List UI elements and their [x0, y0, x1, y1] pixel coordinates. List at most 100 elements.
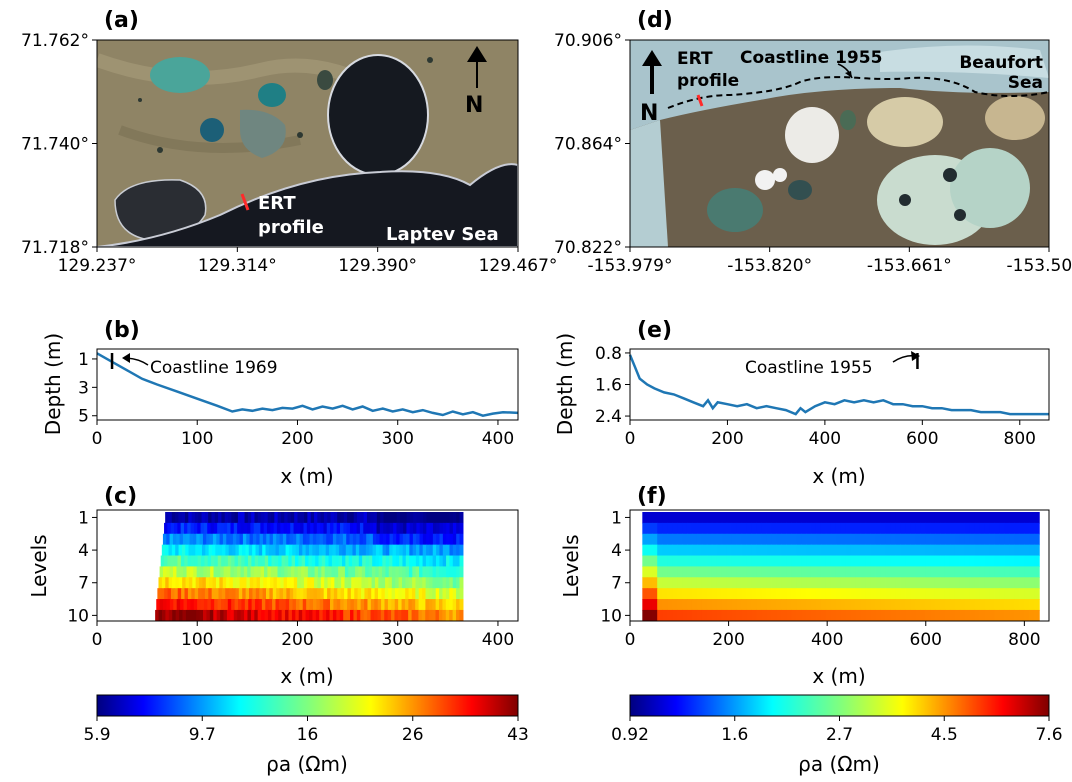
panel-f-cell	[736, 555, 743, 568]
panel-c-cell	[428, 599, 433, 611]
panel-c-cell	[227, 522, 232, 535]
panel-c-cell	[400, 512, 404, 524]
panel-c-cell	[419, 522, 424, 535]
panel-c-cell	[315, 555, 320, 568]
panel-c-cell	[383, 512, 388, 524]
panel-c-cell	[310, 588, 315, 600]
panel-c-cell	[224, 512, 229, 524]
panel-f-cell	[835, 512, 842, 524]
panel-f-cell	[801, 566, 807, 578]
panel-f-cell	[796, 577, 802, 589]
panel-f-cell	[696, 588, 703, 600]
panel-c-cell	[340, 512, 345, 524]
panel-c-cell	[426, 522, 431, 535]
panel-f-cell	[939, 544, 946, 557]
panel-c-cell	[166, 566, 171, 578]
panel-f-cell	[691, 577, 698, 589]
panel-f-cell	[776, 555, 782, 568]
panel-c-cell	[168, 577, 173, 589]
panel-f-cell	[721, 544, 728, 557]
panel-f-cell	[815, 566, 822, 578]
panel-f-cell	[701, 522, 708, 535]
panel-c-cell	[190, 522, 195, 535]
panel-c-cell	[449, 566, 454, 578]
panel-c-cell	[264, 512, 269, 524]
panel-f-cell	[796, 609, 802, 622]
panel-c-cell	[326, 533, 331, 546]
panel-c-cell	[257, 609, 262, 622]
panel-f-cell	[895, 599, 901, 611]
panel-c-cell	[225, 544, 230, 557]
panel-f-cell	[657, 512, 663, 524]
panel-f-cell	[920, 544, 926, 557]
panel-f-cell	[845, 577, 852, 589]
panel-f-cell	[706, 609, 713, 622]
panel-f-cell	[741, 599, 748, 611]
panel-c-cell	[358, 566, 363, 578]
panel-f-cell	[964, 555, 971, 568]
panel-c-cell	[155, 609, 160, 622]
panel-f-cell	[716, 609, 723, 622]
panel-c-cell	[320, 522, 325, 535]
panel-c-cell	[253, 522, 258, 535]
panel-f-cell	[701, 599, 708, 611]
panel-f-cell	[686, 599, 693, 611]
panel-c-cell	[323, 522, 328, 535]
panel-c-cell	[452, 544, 457, 557]
panel-c-cell	[302, 533, 307, 546]
panel-c-cell	[439, 577, 444, 589]
panel-c-cell	[333, 588, 338, 600]
panel-c-cell	[362, 555, 367, 568]
panel-c-cell	[164, 555, 169, 568]
panel-c-cell	[212, 577, 217, 589]
panel-c-cell	[352, 544, 357, 557]
panel-c-cell	[393, 522, 398, 535]
panel-c-cell	[168, 609, 173, 622]
panel-c-cell	[242, 588, 247, 600]
panel-c-cell	[259, 588, 264, 600]
panel-f-ylabel: Levels	[559, 534, 583, 597]
panel-c-cell	[171, 544, 176, 557]
panel-c-cell	[439, 533, 444, 546]
panel-c-cell	[392, 555, 397, 568]
panel-f-cell	[900, 522, 906, 535]
panel-c-cell	[403, 512, 408, 524]
panel-f-cell	[786, 599, 792, 611]
panel-f-cell	[647, 599, 653, 611]
panel-c-cell	[419, 512, 424, 524]
panel-c-cell	[357, 512, 361, 524]
panel-c-cell	[221, 588, 226, 600]
panel-f-cell	[652, 544, 658, 557]
panel-c-cell	[436, 555, 440, 568]
panel-c-cell	[307, 566, 312, 578]
panel-f-cell	[910, 522, 916, 535]
panel-f-cell	[949, 577, 956, 589]
panel-f-cell	[915, 599, 921, 611]
panel-f-cell	[944, 544, 951, 557]
panel-c-cell	[280, 577, 285, 589]
panel-c-cell	[332, 533, 337, 546]
panel-c-cell	[213, 522, 218, 535]
panel-c-cell	[327, 512, 332, 524]
panel-c-cell	[421, 609, 426, 622]
panel-c-cell	[257, 522, 261, 535]
panel-c-cell	[332, 544, 337, 557]
panel-f-cell	[746, 609, 753, 622]
panel-c-cell	[167, 588, 172, 600]
panel-f-ytick-label: 7	[611, 574, 622, 594]
panel-f-cell	[642, 533, 648, 546]
panel-c-cell	[266, 522, 271, 535]
panel-c-cell	[340, 599, 345, 611]
panel-c-cell	[261, 599, 266, 611]
panel-f-cell	[786, 555, 792, 568]
panel-f-cell	[895, 544, 901, 557]
panel-f-cell	[1019, 577, 1025, 589]
panel-c-cell	[367, 599, 372, 611]
panel-f-cell	[989, 609, 996, 622]
panel-c-cell	[429, 533, 434, 546]
panel-f-cell	[865, 512, 872, 524]
panel-c-cell	[266, 577, 271, 589]
panel-c-cell	[210, 522, 215, 535]
panel-f-cell	[761, 522, 767, 535]
panel-f-cell	[855, 512, 862, 524]
